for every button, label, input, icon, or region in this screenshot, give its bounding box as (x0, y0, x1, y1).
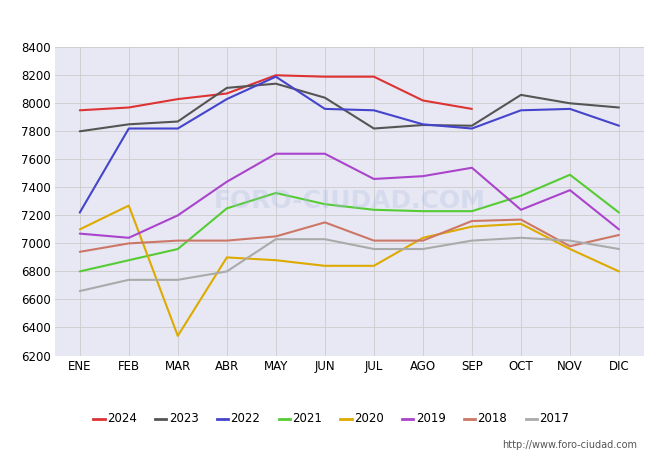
Text: 2017: 2017 (540, 412, 569, 425)
Text: 2019: 2019 (416, 412, 446, 425)
Text: 2020: 2020 (354, 412, 383, 425)
Text: Afiliados en Arcos de la Frontera a 30/9/2024: Afiliados en Arcos de la Frontera a 30/9… (138, 12, 512, 31)
Text: FORO-CIUDAD.COM: FORO-CIUDAD.COM (213, 189, 486, 213)
Text: http://www.foro-ciudad.com: http://www.foro-ciudad.com (502, 440, 637, 450)
Text: 2022: 2022 (231, 412, 261, 425)
Text: 2023: 2023 (169, 412, 198, 425)
Text: 2021: 2021 (292, 412, 322, 425)
Text: 2018: 2018 (478, 412, 507, 425)
Text: 2024: 2024 (107, 412, 137, 425)
